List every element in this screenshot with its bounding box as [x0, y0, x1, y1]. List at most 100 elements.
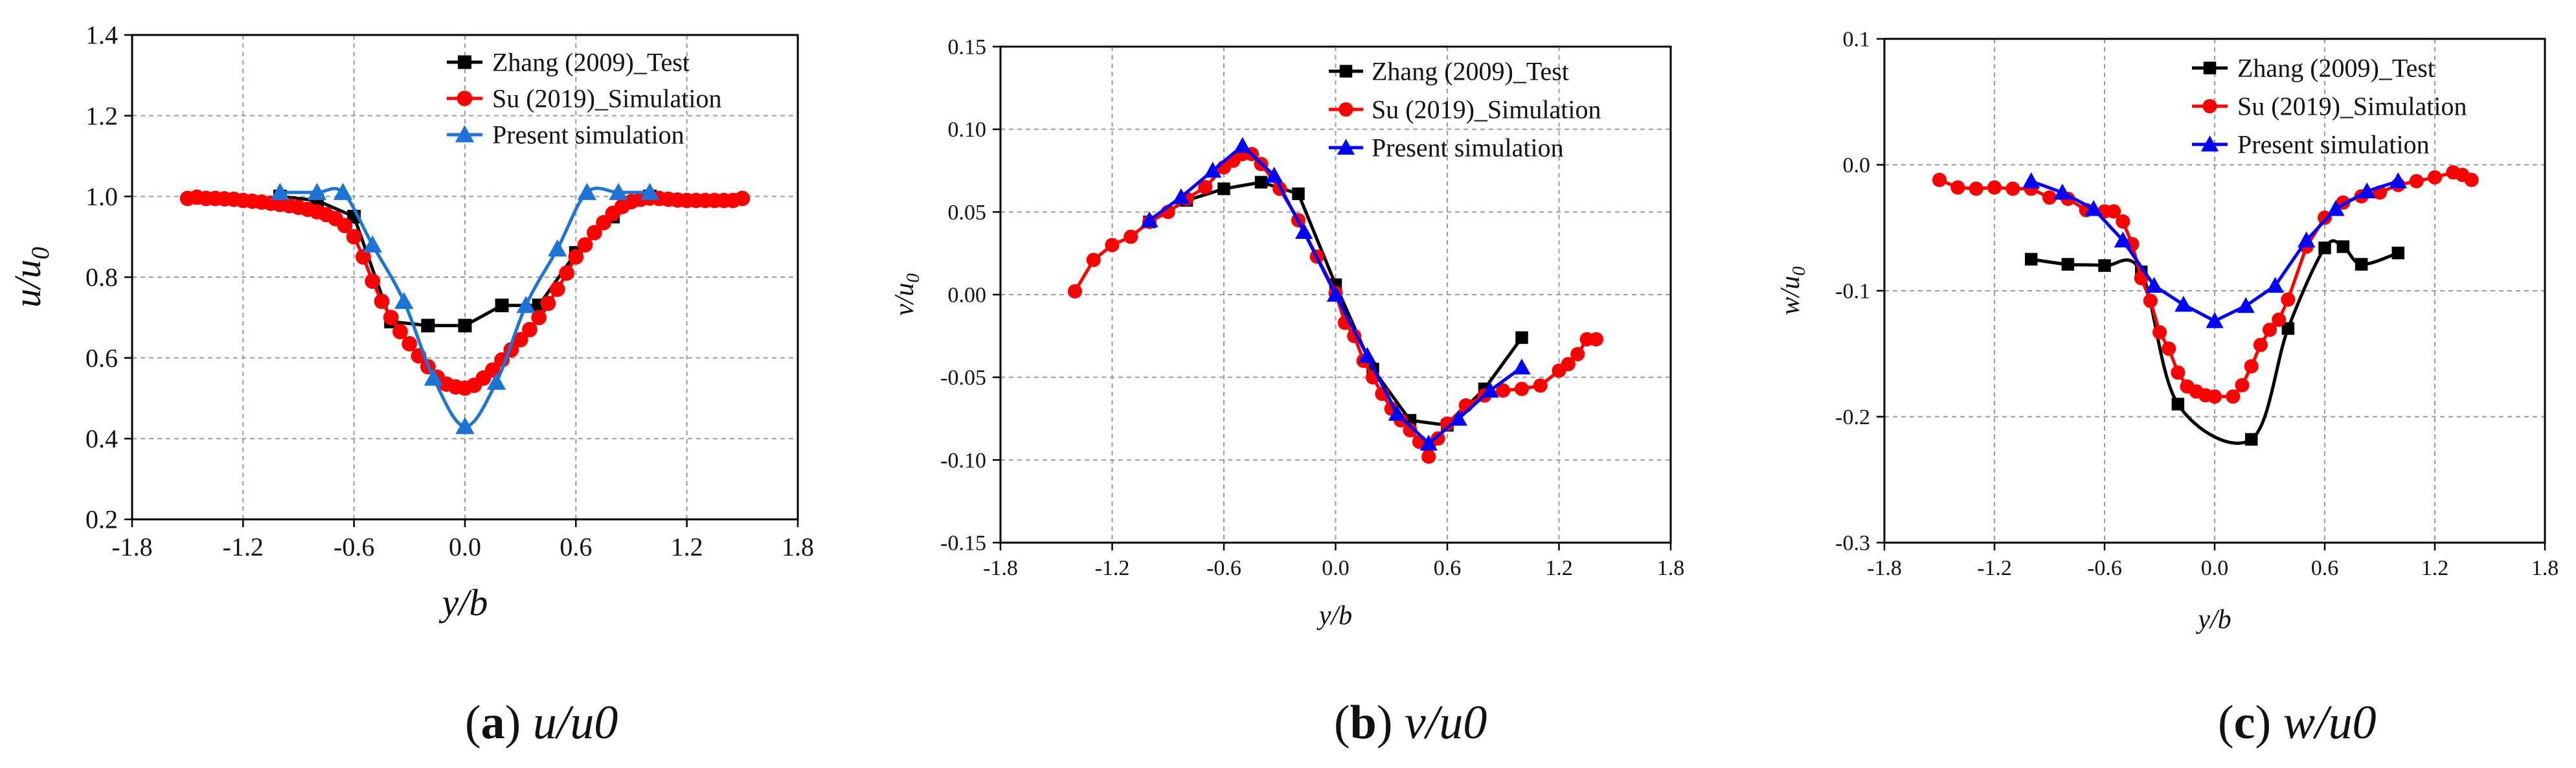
legend-marker — [1339, 102, 1353, 117]
series-present-simulation — [270, 183, 660, 435]
data-point — [1969, 181, 1983, 196]
data-point — [337, 218, 353, 234]
y-axis-label: v/u0 — [890, 273, 923, 316]
x-tick-label: -1.8 — [111, 532, 152, 561]
data-point — [2464, 172, 2479, 187]
data-point — [1172, 188, 1190, 205]
data-point — [2152, 325, 2167, 340]
legend-entry: Zhang (2009)_Test — [1329, 57, 1569, 86]
y-tick-label: -0.10 — [940, 449, 986, 473]
data-point — [2005, 181, 2020, 196]
data-point — [2427, 170, 2443, 185]
legend-label: Zhang (2009)_Test — [492, 48, 690, 77]
y-tick-label: 0.1 — [1843, 28, 1871, 52]
legend-entry: Su (2019)_Simulation — [2192, 92, 2467, 121]
legend-marker — [1337, 139, 1355, 155]
data-point — [2024, 253, 2038, 266]
data-point — [1932, 172, 1947, 187]
series-present-simulation — [2022, 172, 2407, 328]
y-axis-label: w/u0 — [1776, 266, 1809, 315]
x-tick-label: 1.8 — [2531, 556, 2559, 580]
legend-marker — [455, 125, 475, 142]
data-point — [1265, 166, 1283, 183]
data-point — [1513, 358, 1531, 375]
data-point — [2281, 322, 2295, 335]
data-point — [2281, 292, 2296, 307]
data-point — [2391, 246, 2405, 260]
legend-marker — [1339, 65, 1353, 78]
data-point — [1449, 409, 1467, 426]
x-tick-label: -1.8 — [1867, 556, 1902, 580]
data-point — [531, 310, 547, 326]
data-point — [2143, 293, 2158, 308]
legend-label: Su (2019)_Simulation — [2237, 92, 2467, 121]
data-point — [1086, 253, 1101, 267]
data-point — [2098, 259, 2111, 272]
data-point — [2336, 240, 2350, 253]
x-tick-label: 0.0 — [449, 532, 481, 561]
data-point — [1234, 137, 1252, 153]
x-tick-label: -0.6 — [333, 532, 374, 561]
x-tick-label: 1.2 — [671, 532, 703, 561]
x-axis-label: y/b — [2195, 605, 2231, 635]
data-point — [1533, 378, 1548, 393]
series-zhang-2009-test — [2024, 239, 2405, 446]
legend-label: Present simulation — [1372, 133, 1564, 163]
data-point — [2327, 199, 2345, 216]
legend-entry: Su (2019)_Simulation — [1329, 95, 1601, 124]
x-tick-label: -1.2 — [1095, 556, 1130, 580]
plot-frame — [131, 34, 799, 521]
data-point — [1358, 346, 1377, 363]
data-point — [2272, 312, 2287, 327]
data-point — [559, 265, 574, 281]
series-present-simulation — [1140, 137, 1531, 451]
data-point — [2409, 174, 2424, 188]
data-point — [1514, 381, 1530, 396]
legend-marker — [457, 91, 473, 106]
data-point — [2171, 398, 2185, 411]
x-tick-label: 0.0 — [1322, 556, 1350, 580]
legend-entry: Zhang (2009)_Test — [2192, 54, 2435, 83]
x-axis-label: y/b — [439, 582, 488, 624]
data-point — [2266, 277, 2285, 293]
data-point — [609, 183, 628, 200]
data-point — [394, 291, 414, 310]
x-tick-label: -0.6 — [1206, 556, 1241, 580]
data-point — [333, 183, 353, 200]
data-point — [1254, 175, 1268, 189]
data-point — [365, 273, 381, 289]
data-point — [1292, 187, 1305, 200]
data-point — [1588, 332, 1604, 346]
data-point — [307, 183, 327, 200]
y-tick-label: 0.05 — [948, 201, 987, 225]
y-tick-label: -0.3 — [1835, 532, 1870, 556]
data-point — [1440, 416, 1455, 431]
legend-label: Present simulation — [492, 120, 684, 150]
data-point — [2053, 183, 2072, 200]
data-point — [356, 249, 371, 265]
x-tick-label: -1.2 — [223, 532, 264, 561]
y-tick-label: 0.0 — [1843, 153, 1871, 177]
legend-entry: Su (2019)_Simulation — [447, 84, 721, 113]
data-point — [392, 324, 408, 340]
chart-panel-c: -1.8 -1.2 -0.6 0.0 0.6 1.2 1.8 -0.3 -0.2 -0.1 0.0 0… — [1776, 28, 2559, 749]
data-point — [363, 235, 382, 253]
panel-caption: (c) w/u0 — [2218, 696, 2377, 749]
panel-caption: (a) u/u0 — [465, 696, 618, 749]
legend-label: Zhang (2009)_Test — [1372, 57, 1569, 86]
data-point — [1204, 161, 1222, 178]
data-point — [270, 183, 290, 200]
x-tick-label: 0.6 — [2311, 556, 2339, 580]
plot-frame — [999, 45, 1672, 544]
data-point — [577, 237, 593, 253]
data-point — [2389, 172, 2407, 188]
data-point — [2206, 312, 2224, 328]
data-point — [1294, 223, 1313, 239]
data-point — [734, 190, 751, 207]
data-point — [548, 239, 567, 257]
series-line — [1939, 170, 2472, 398]
data-point — [2061, 258, 2075, 271]
data-point — [2175, 295, 2193, 312]
data-point — [1067, 284, 1083, 299]
